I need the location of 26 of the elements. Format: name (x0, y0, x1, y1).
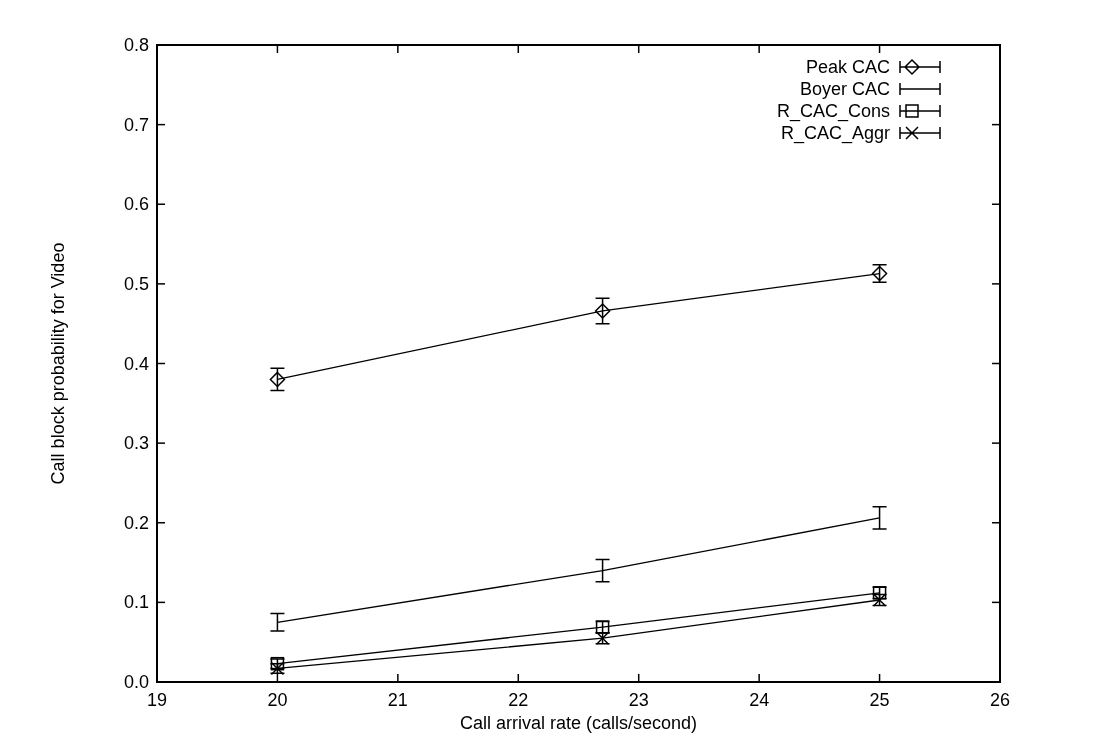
y-tick-label: 0.8 (123, 35, 149, 55)
x-tick-label: 20 (267, 690, 288, 710)
legend-label: Peak CAC (805, 57, 890, 77)
legend-label: Boyer CAC (799, 79, 890, 99)
x-tick-label: 26 (989, 690, 1011, 710)
y-tick-label: 0.7 (123, 114, 149, 135)
x-axis-title: Call arrival rate (calls/second) (459, 713, 698, 733)
y-tick-label: 0.2 (123, 512, 149, 533)
y-tick-label: 0.6 (123, 194, 149, 215)
x-tick-label: 19 (146, 690, 168, 710)
y-tick-label: 0.5 (123, 273, 149, 294)
x-tick-label: 23 (628, 690, 649, 710)
y-tick-label: 0.3 (123, 433, 149, 454)
y-tick-label: 0.1 (123, 592, 149, 613)
x-tick-label: 21 (387, 690, 408, 710)
legend-label: R_CAC_Cons (776, 101, 890, 122)
point (594, 303, 611, 319)
legend-label: R_CAC_Aggr (780, 123, 890, 144)
point (269, 371, 286, 388)
y-axis-title: Call block probability for Video (48, 242, 68, 485)
x-tick-label: 25 (869, 690, 890, 710)
y-tick-label: 0.0 (123, 672, 149, 692)
x-tick-label: 24 (749, 690, 770, 710)
point (594, 631, 611, 645)
y-tick-label: 0.4 (123, 353, 149, 374)
x-tick-label: 22 (508, 690, 529, 710)
